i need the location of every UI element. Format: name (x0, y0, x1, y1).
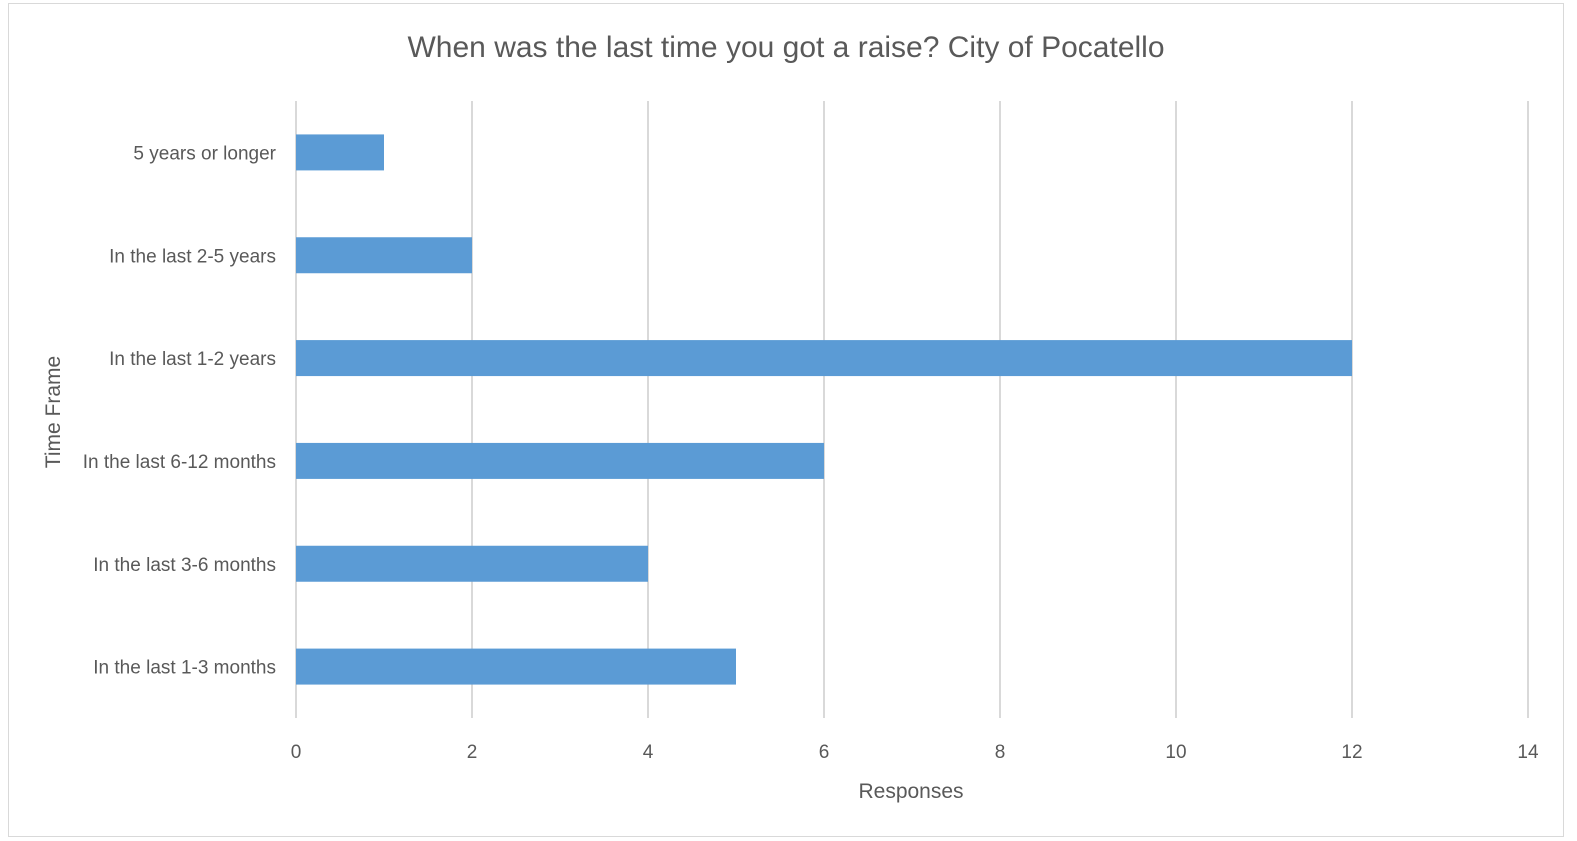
y-axis-title: Time Frame (42, 356, 65, 468)
category-label: In the last 1-3 months (93, 658, 276, 679)
x-tick-labels: 0 2 4 6 8 10 12 14 (291, 742, 1539, 763)
x-axis-title: Responses (858, 780, 963, 803)
bar (296, 648, 736, 685)
x-tick-label: 14 (1517, 742, 1539, 763)
x-tick-label: 0 (291, 742, 302, 763)
category-label: In the last 6-12 months (83, 452, 276, 473)
x-tick-label: 10 (1165, 742, 1186, 763)
category-label: In the last 1-2 years (109, 349, 276, 370)
bar (296, 134, 384, 171)
chart-title: When was the last time you got a raise? … (407, 31, 1164, 64)
category-label: In the last 3-6 months (93, 555, 276, 576)
bar (296, 340, 1352, 377)
bars (296, 134, 1352, 685)
x-tick-label: 6 (819, 742, 830, 763)
x-tick-label: 4 (643, 742, 654, 763)
category-label: In the last 2-5 years (109, 246, 276, 267)
chart-frame (8, 3, 1564, 837)
bar (296, 545, 648, 582)
bar (296, 442, 824, 479)
bar (296, 237, 472, 274)
x-tick-label: 8 (995, 742, 1006, 763)
category-labels: 5 years or longer In the last 2-5 years In… (83, 143, 277, 678)
category-label: 5 years or longer (133, 143, 276, 164)
gridlines (295, 101, 1529, 718)
x-tick-label: 12 (1341, 742, 1362, 763)
x-tick-label: 2 (467, 742, 478, 763)
